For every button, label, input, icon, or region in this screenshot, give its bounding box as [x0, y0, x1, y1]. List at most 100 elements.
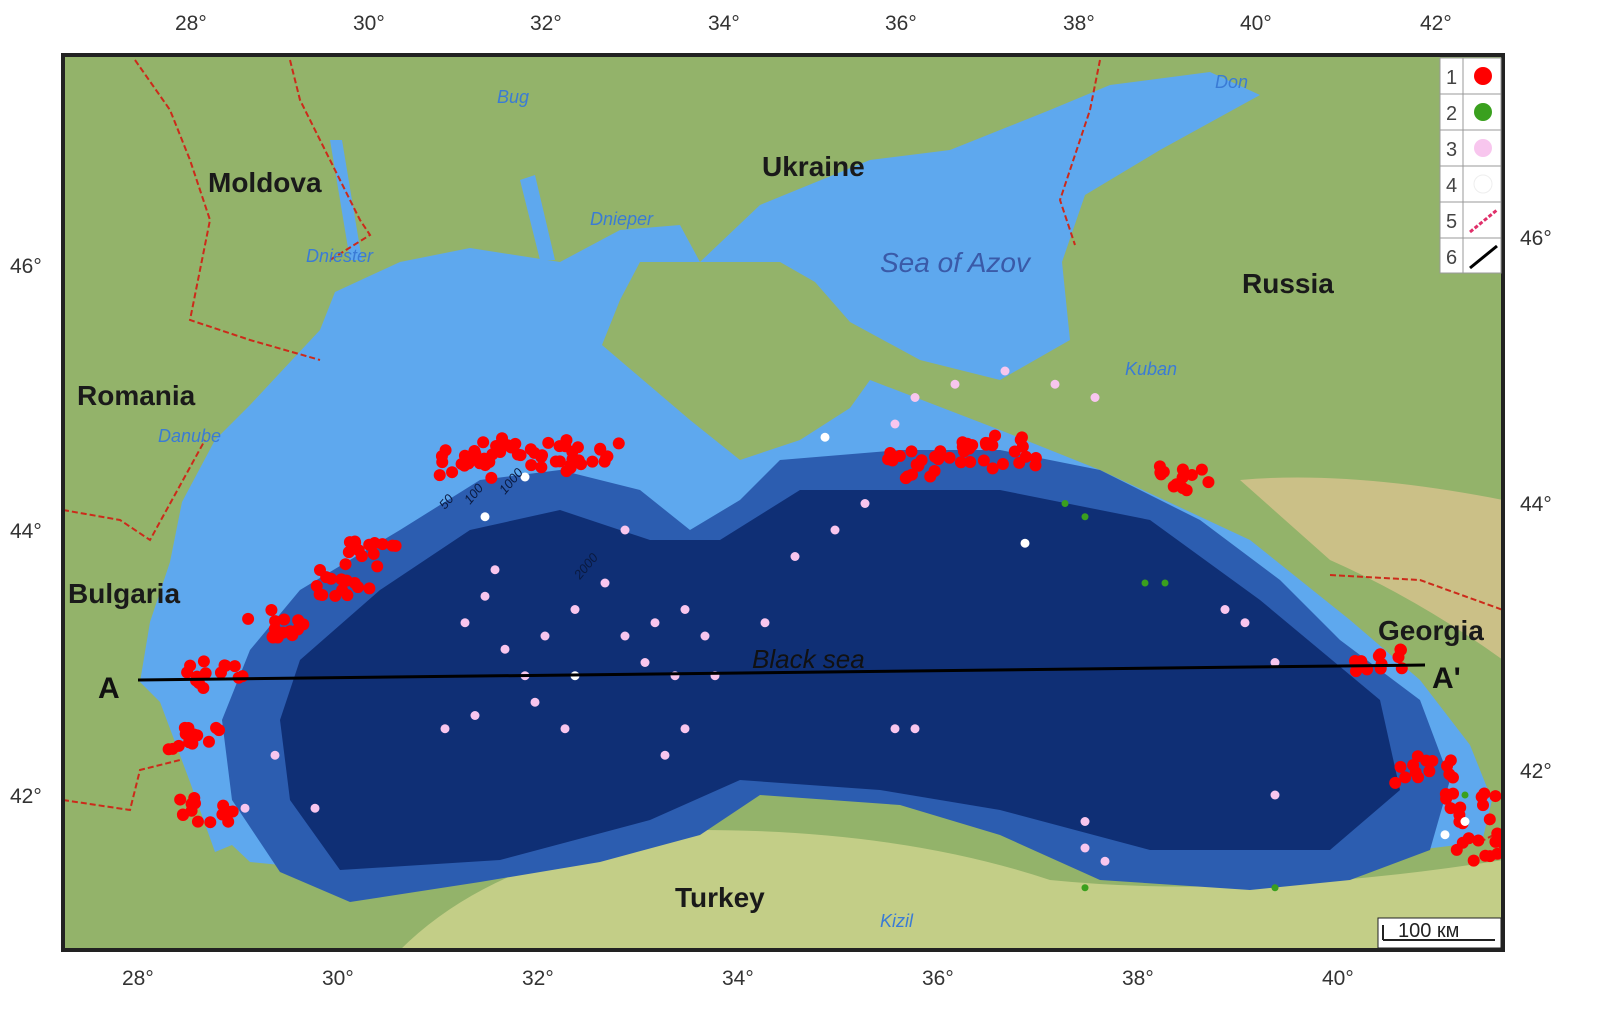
pink-point: [620, 525, 630, 535]
red-point: [924, 470, 937, 483]
red-point: [483, 456, 496, 469]
mountains-caucasus: [1240, 477, 1503, 660]
label-georgia: Georgia: [1378, 615, 1484, 646]
red-point: [1029, 452, 1042, 465]
white-point: [480, 512, 490, 522]
pink-point: [500, 644, 510, 654]
pink-point: [910, 724, 920, 734]
pink-point: [790, 552, 800, 561]
green-point: [1061, 500, 1069, 507]
red-point: [1350, 665, 1363, 678]
red-point: [1467, 854, 1480, 867]
red-point: [291, 623, 304, 636]
red-point: [1394, 644, 1407, 657]
red-point: [339, 558, 352, 571]
red-point: [342, 546, 355, 559]
label-kizil: Kizil: [880, 911, 914, 931]
tick-label: 40°: [1240, 12, 1272, 35]
legend-number: 3: [1446, 139, 1457, 161]
tick-label: 30°: [322, 967, 354, 990]
red-point: [1155, 468, 1168, 481]
tick-label: 46°: [1520, 227, 1552, 250]
pink-point: [270, 750, 280, 760]
red-point: [1426, 754, 1439, 767]
label-dniester: Dniester: [306, 246, 374, 266]
white-point: [820, 432, 830, 442]
legend-pink-dot-icon: [1474, 139, 1492, 157]
red-point: [1423, 765, 1436, 778]
red-point: [228, 660, 241, 673]
red-point: [977, 454, 990, 467]
red-point: [348, 535, 361, 548]
tick-label: 32°: [530, 12, 562, 35]
white-point: [1440, 830, 1450, 840]
tick-label: 44°: [10, 520, 42, 543]
white-point: [1020, 538, 1030, 548]
red-point: [943, 451, 956, 464]
pink-point: [830, 525, 840, 535]
tick-label: 42°: [10, 785, 42, 808]
red-point: [371, 560, 384, 573]
pink-point: [1080, 817, 1090, 826]
red-point: [386, 539, 399, 552]
red-point: [462, 457, 475, 470]
red-point: [572, 454, 585, 467]
tick-label: 36°: [885, 12, 917, 35]
red-point: [216, 808, 229, 821]
red-point: [1176, 481, 1189, 494]
tick-label: 32°: [522, 967, 554, 990]
red-point: [954, 456, 967, 469]
red-point: [172, 739, 185, 752]
red-point: [278, 613, 291, 626]
pink-point: [1050, 379, 1060, 389]
pink-point: [480, 591, 490, 601]
red-point: [1439, 787, 1452, 800]
pink-point: [890, 419, 900, 429]
red-point: [1195, 463, 1208, 476]
green-point: [1081, 513, 1089, 521]
red-point: [210, 721, 223, 734]
green-point: [1141, 579, 1149, 587]
tick-label: 40°: [1322, 967, 1354, 990]
pink-point: [440, 724, 450, 734]
red-point: [267, 631, 280, 644]
red-point: [363, 582, 376, 595]
tick-label: 42°: [1520, 760, 1552, 783]
pink-point: [540, 631, 550, 641]
red-point: [882, 453, 895, 466]
red-point: [1483, 850, 1496, 863]
pink-point: [640, 658, 650, 667]
red-point: [560, 434, 573, 447]
tick-label: 28°: [175, 12, 207, 35]
red-point: [485, 471, 498, 484]
mountains-turkey: [400, 830, 1503, 950]
pink-point: [600, 578, 610, 588]
red-point: [1014, 433, 1027, 446]
scale-bar: 100 км: [1377, 917, 1502, 949]
red-point: [191, 729, 204, 742]
red-point: [439, 444, 452, 457]
label-dnieper: Dnieper: [590, 209, 654, 229]
red-point: [1462, 832, 1475, 845]
red-point: [1483, 813, 1496, 826]
red-point: [199, 667, 212, 680]
pink-point: [1090, 393, 1100, 402]
pink-point: [470, 711, 480, 720]
red-point: [226, 805, 239, 818]
red-point: [376, 538, 389, 551]
pink-point: [620, 631, 630, 641]
pink-point: [950, 379, 960, 389]
pink-point: [860, 499, 870, 508]
legend-red-dot-icon: [1474, 67, 1492, 85]
red-point: [1176, 463, 1189, 476]
red-point: [1454, 801, 1467, 814]
pink-point: [680, 605, 690, 614]
pink-point: [1000, 366, 1010, 376]
legend-number: 5: [1446, 211, 1457, 233]
label-sea-of-azov: Sea of Azov: [880, 247, 1032, 278]
red-point: [184, 659, 197, 672]
pink-point: [560, 724, 570, 734]
red-point: [899, 472, 912, 485]
red-point: [1202, 476, 1215, 489]
